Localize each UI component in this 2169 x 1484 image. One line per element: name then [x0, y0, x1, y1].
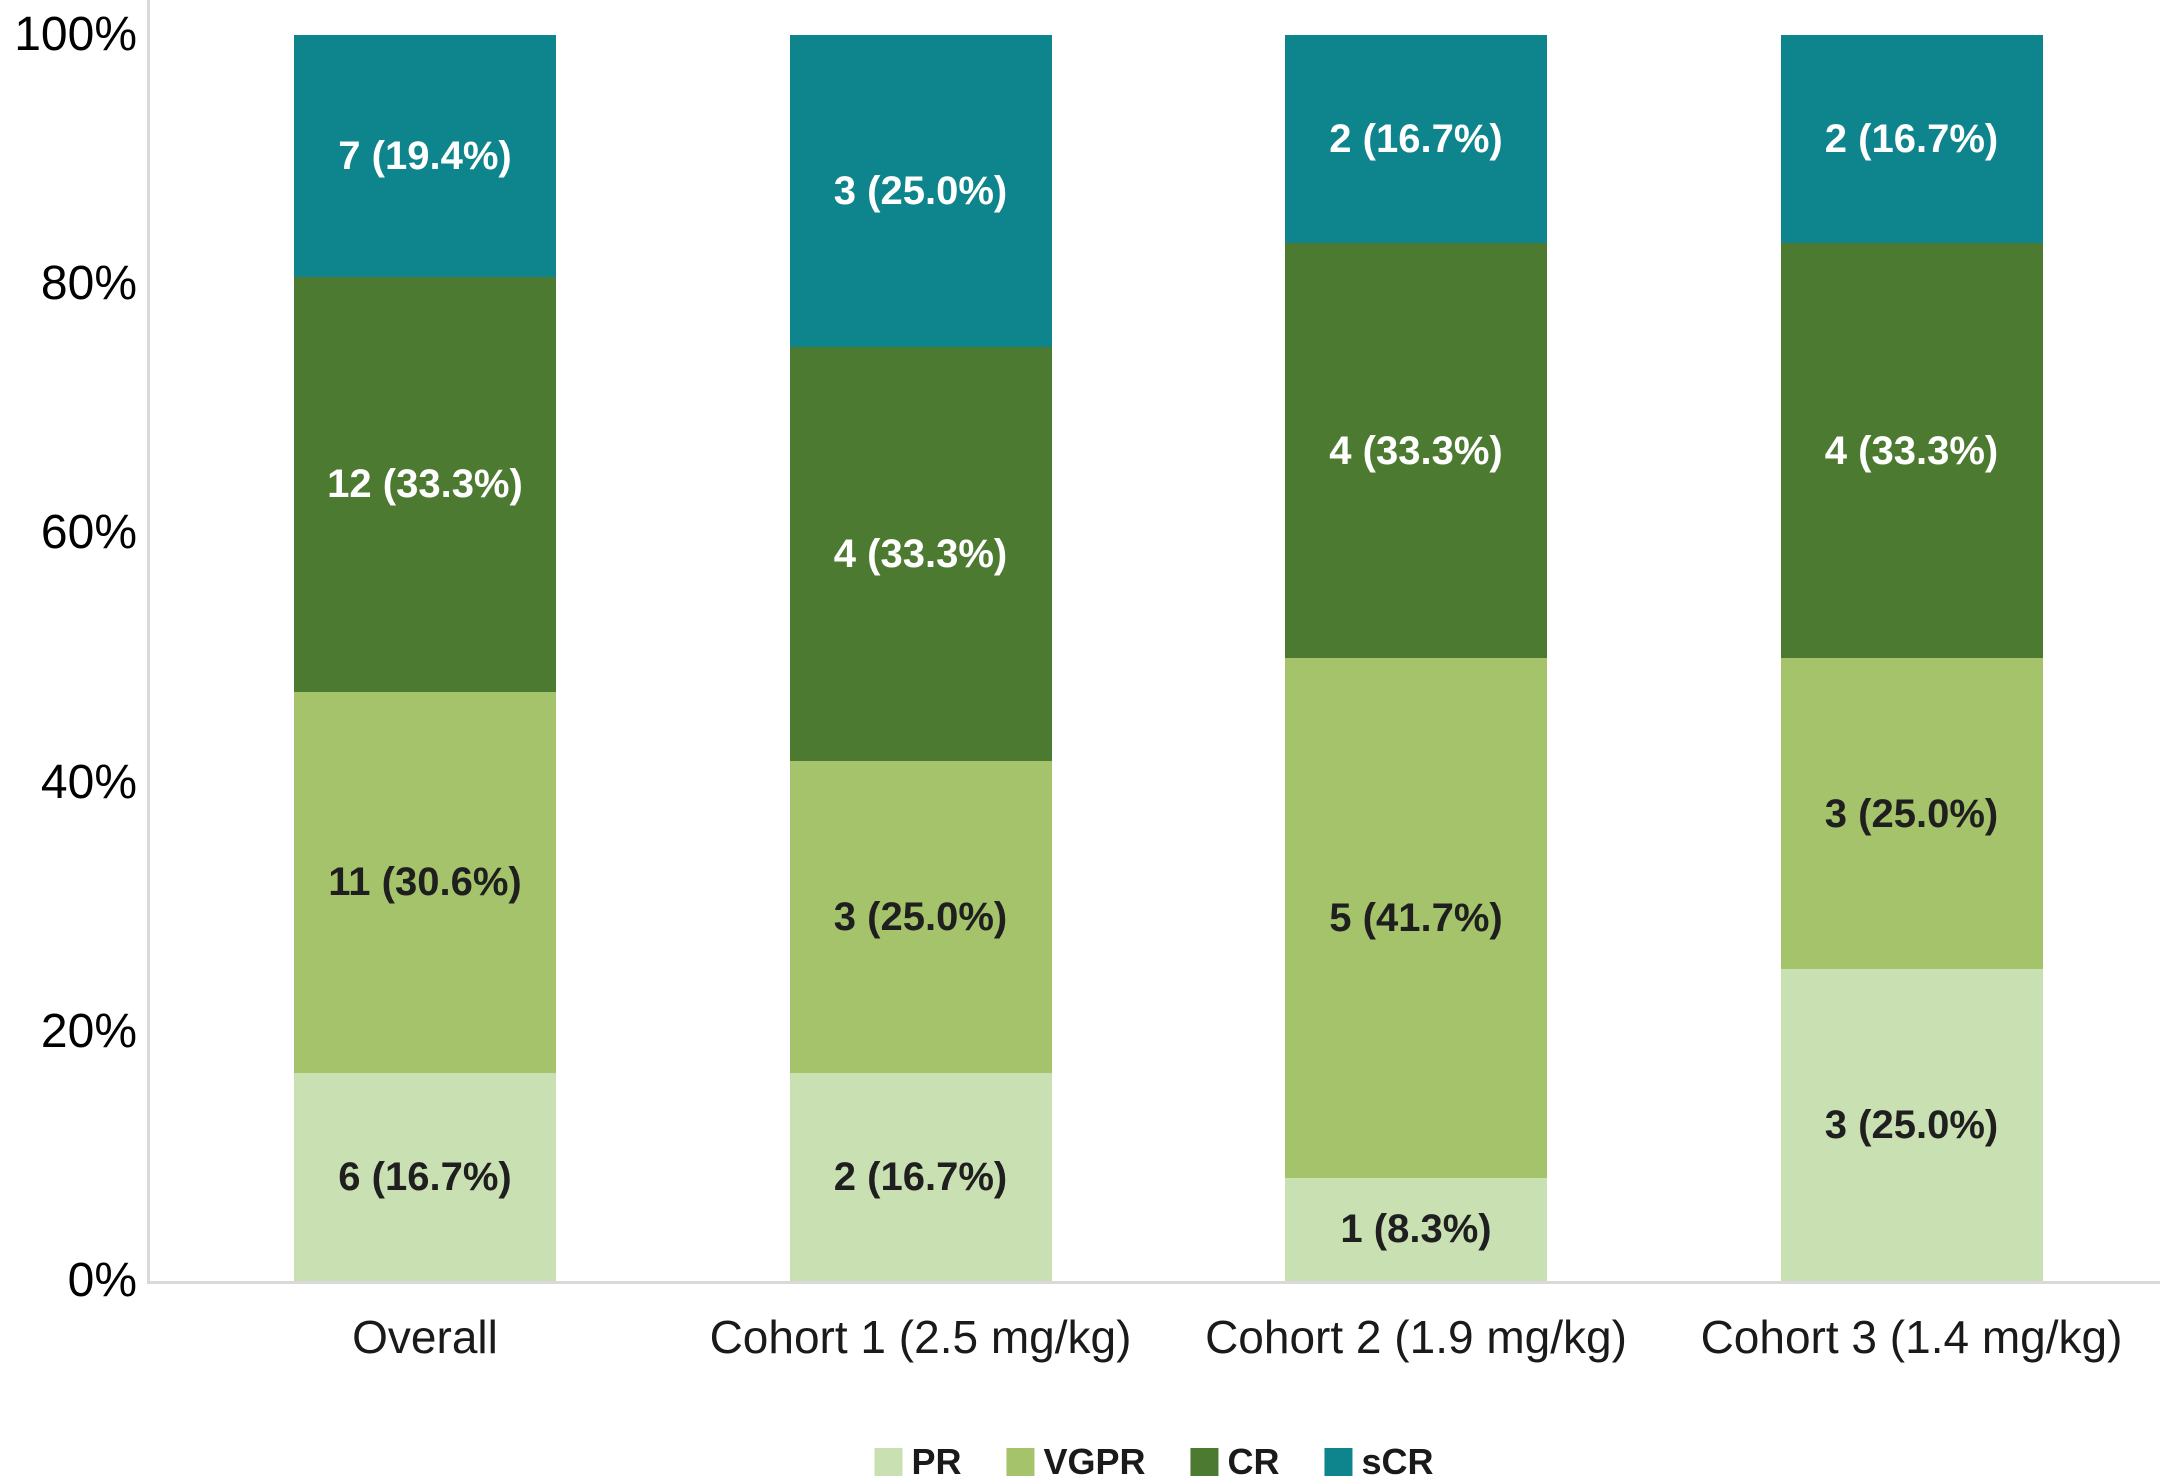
bar-cohort-2-1-9-mg-kg: 2 (16.7%) 4 (33.3%) 5 (41.7%) 1 (8.3%) — [1285, 35, 1547, 1281]
segment-label-pr-cohort-1-2-5-mg-kg: 2 (16.7%) — [833, 1154, 1008, 1199]
segment-label-cr-overall: 12 (33.3%) — [327, 462, 523, 507]
segment-label-scr-overall: 7 (19.4%) — [338, 133, 512, 178]
y-tick-label-100: 100% — [14, 8, 137, 61]
bar-cohort-3-1-4-mg-kg: 2 (16.7%) 4 (33.3%) 3 (25.0%) 3 (25.0%) — [1780, 35, 2043, 1281]
bar-segment-scr-cohort-1-2-5-mg-kg: 3 (25.0%) — [789, 35, 1052, 347]
segment-label-vgpr-overall: 11 (30.6%) — [328, 860, 522, 905]
y-tick-label-20: 20% — [40, 1004, 137, 1058]
segment-label-vgpr-cohort-1-2-5-mg-kg: 3 (25.0%) — [833, 895, 1008, 940]
x-category-label-cohort-1-2-5-mg-kg: Cohort 1 (2.5 mg/kg) — [709, 1311, 1132, 1363]
segment-label-cr-cohort-2-1-9-mg-kg: 4 (33.3%) — [1329, 428, 1503, 473]
segment-label-scr-cohort-2-1-9-mg-kg: 2 (16.7%) — [1329, 117, 1503, 162]
bar-segment-vgpr-overall: 11 (30.6%) — [294, 691, 556, 1073]
y-tick-label-40: 40% — [40, 755, 137, 809]
x-axis-line — [147, 1281, 2160, 1284]
legend-item-scr: sCR — [1324, 1441, 1434, 1482]
y-tick-label-0: 0% — [67, 1254, 137, 1307]
legend-item-pr: PR — [874, 1444, 961, 1480]
segment-label-vgpr-cohort-2-1-9-mg-kg: 5 (41.7%) — [1329, 895, 1503, 940]
legend-label-cr: CR — [1227, 1441, 1280, 1482]
legend-swatch-pr — [874, 1448, 903, 1476]
bar-segment-cr-overall: 12 (33.3%) — [294, 276, 556, 692]
y-tick-label-80: 80% — [40, 257, 137, 311]
bar-segment-pr-cohort-1-2-5-mg-kg: 2 (16.7%) — [789, 1072, 1052, 1281]
bar-segment-cr-cohort-2-1-9-mg-kg: 4 (33.3%) — [1285, 243, 1547, 658]
bar-segment-pr-cohort-3-1-4-mg-kg: 3 (25.0%) — [1780, 969, 2043, 1281]
bar-segment-vgpr-cohort-2-1-9-mg-kg: 5 (41.7%) — [1285, 657, 1547, 1178]
bar-segment-cr-cohort-3-1-4-mg-kg: 4 (33.3%) — [1780, 243, 2043, 658]
bar-segment-vgpr-cohort-3-1-4-mg-kg: 3 (25.0%) — [1780, 657, 2043, 970]
bar-segment-scr-overall: 7 (19.4%) — [294, 35, 556, 277]
x-category-label-cohort-3-1-4-mg-kg: Cohort 3 (1.4 mg/kg) — [1700, 1311, 2123, 1363]
y-tick-label-60: 60% — [40, 506, 137, 560]
legend-label-vgpr: VGPR — [1043, 1441, 1146, 1482]
bar-segment-pr-overall: 6 (16.7%) — [294, 1072, 556, 1281]
segment-label-cr-cohort-3-1-4-mg-kg: 4 (33.3%) — [1824, 428, 1999, 473]
bar-cohort-1-2-5-mg-kg: 3 (25.0%) 4 (33.3%) 3 (25.0%) 2 (16.7%) — [789, 35, 1052, 1281]
bar-segment-vgpr-cohort-1-2-5-mg-kg: 3 (25.0%) — [789, 761, 1052, 1073]
legend-item-vgpr: VGPR — [1006, 1441, 1146, 1482]
bar-segment-scr-cohort-2-1-9-mg-kg: 2 (16.7%) — [1285, 35, 1547, 244]
legend-label-scr: sCR — [1361, 1441, 1434, 1482]
x-category-label-cohort-2-1-9-mg-kg: Cohort 2 (1.9 mg/kg) — [1205, 1311, 1627, 1363]
legend-item-cr: CR — [1190, 1441, 1280, 1482]
segment-label-vgpr-cohort-3-1-4-mg-kg: 3 (25.0%) — [1824, 791, 1999, 836]
segment-label-scr-cohort-3-1-4-mg-kg: 2 (16.7%) — [1824, 117, 1999, 162]
legend: PR VGPR CR sCR — [874, 1441, 1434, 1482]
bar-segment-scr-cohort-3-1-4-mg-kg: 2 (16.7%) — [1780, 35, 2043, 244]
segment-label-pr-cohort-3-1-4-mg-kg: 3 (25.0%) — [1824, 1103, 1999, 1148]
legend-swatch-scr — [1324, 1448, 1353, 1476]
y-axis-line — [147, 0, 150, 1281]
segment-label-cr-cohort-1-2-5-mg-kg: 4 (33.3%) — [833, 531, 1008, 576]
bar-segment-pr-cohort-2-1-9-mg-kg: 1 (8.3%) — [1285, 1177, 1547, 1281]
x-category-label-overall: Overall — [352, 1311, 498, 1363]
legend-swatch-cr — [1190, 1448, 1219, 1476]
legend-swatch-vgpr — [1006, 1448, 1035, 1476]
bar-segment-cr-cohort-1-2-5-mg-kg: 4 (33.3%) — [789, 346, 1052, 762]
segment-label-pr-cohort-2-1-9-mg-kg: 1 (8.3%) — [1340, 1207, 1492, 1252]
segment-label-scr-cohort-1-2-5-mg-kg: 3 (25.0%) — [833, 168, 1008, 213]
bar-overall: 7 (19.4%) 12 (33.3%) 11 (30.6%) 6 (16.7%) — [294, 35, 556, 1281]
legend-label-pr: PR — [911, 1441, 962, 1482]
segment-label-pr-overall: 6 (16.7%) — [338, 1154, 512, 1199]
